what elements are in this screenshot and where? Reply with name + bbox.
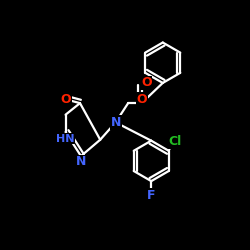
Text: O: O xyxy=(141,76,152,90)
Text: O: O xyxy=(136,93,147,106)
Text: N: N xyxy=(110,116,121,129)
Text: HN: HN xyxy=(56,134,75,144)
Text: F: F xyxy=(147,189,156,202)
Text: O: O xyxy=(60,93,71,106)
Text: N: N xyxy=(76,155,86,168)
Text: Cl: Cl xyxy=(169,135,182,148)
